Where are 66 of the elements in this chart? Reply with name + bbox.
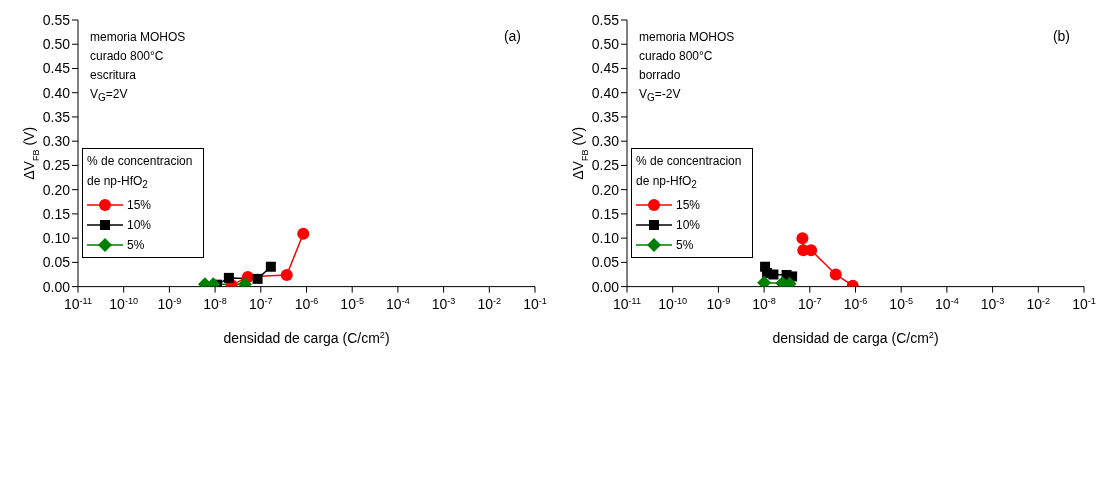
annotation: (b) — [1052, 28, 1070, 44]
annotation: borrado — [639, 68, 681, 82]
y-tick-label: 0.55 — [591, 11, 620, 28]
y-tick-label: 0.10 — [591, 230, 620, 247]
x-tick-label: 10$^{-4}$ — [386, 295, 410, 312]
x-tick-label: 10$^{-8}$ — [752, 295, 776, 312]
x-tick-label: 10$^{-2}$ — [1026, 295, 1051, 312]
x-tick-label: 10$^{-5}$ — [340, 295, 365, 312]
legend-label: 5% — [676, 238, 694, 253]
y-tick-label: 0.50 — [591, 36, 620, 53]
y-tick-label: 0.15 — [42, 205, 71, 222]
legend-label: 5% — [127, 238, 145, 253]
y-tick-label: 0.05 — [591, 254, 620, 271]
x-tick-label: 10$^{-1}$ — [523, 295, 547, 312]
y-tick-label: 0.00 — [591, 278, 620, 295]
y-tick-label: 0.20 — [591, 181, 620, 198]
y-tick-label: 0.00 — [42, 278, 71, 295]
y-tick-label: 0.50 — [42, 36, 71, 53]
x-tick-label: 10$^{-11}$ — [612, 295, 642, 312]
y-tick-label: 0.40 — [42, 84, 71, 101]
y-tick-label: 0.25 — [591, 157, 620, 174]
annotation: V$_{G}$=2V — [90, 87, 128, 104]
x-tick-label: 10$^{-1}$ — [1072, 295, 1096, 312]
x-axis-title: densidad de carga (C/cm$^{2}$) — [223, 329, 390, 346]
y-tick-label: 0.35 — [42, 108, 71, 125]
legend-label: 15% — [127, 198, 152, 213]
x-tick-label: 10$^{-2}$ — [477, 295, 502, 312]
annotation: V$_{G}$=-2V — [639, 87, 681, 104]
x-tick-label: 10$^{-7}$ — [248, 295, 273, 312]
y-tick-label: 0.55 — [42, 11, 71, 28]
y-tick-label: 0.30 — [42, 133, 71, 150]
x-tick-label: 10$^{-7}$ — [797, 295, 822, 312]
x-tick-label: 10$^{-3}$ — [980, 295, 1005, 312]
legend-label: 10% — [127, 218, 152, 233]
x-tick-label: 10$^{-10}$ — [658, 295, 688, 312]
y-tick-label: 0.35 — [591, 108, 620, 125]
x-tick-label: 10$^{-8}$ — [203, 295, 227, 312]
annotation: (a) — [503, 28, 521, 44]
y-tick-label: 0.25 — [42, 157, 71, 174]
x-tick-label: 10$^{-5}$ — [889, 295, 914, 312]
y-tick-label: 0.30 — [591, 133, 620, 150]
x-tick-label: 10$^{-3}$ — [431, 295, 456, 312]
y-tick-label: 0.40 — [591, 84, 620, 101]
y-tick-label: 0.15 — [591, 205, 620, 222]
y-tick-label: 0.20 — [42, 181, 71, 198]
x-tick-label: 10$^{-4}$ — [935, 295, 959, 312]
annotation: memoria MOHOS — [90, 30, 186, 44]
annotation: curado 800°C — [90, 49, 164, 63]
x-tick-label: 10$^{-10}$ — [109, 295, 139, 312]
legend-title: % de concentracion de np-HfO$_{2}$ — [636, 154, 742, 191]
annotation: escritura — [90, 68, 137, 82]
y-tick-label: 0.45 — [591, 60, 620, 77]
legend-title: % de concentracion de np-HfO$_{2}$ — [87, 154, 193, 191]
x-tick-label: 10$^{-6}$ — [843, 295, 868, 312]
x-axis-title: densidad de carga (C/cm$^{2}$) — [772, 329, 939, 346]
y-tick-label: 0.05 — [42, 254, 71, 271]
x-tick-label: 10$^{-9}$ — [157, 295, 182, 312]
x-tick-label: 10$^{-11}$ — [63, 295, 93, 312]
y-tick-label: 0.10 — [42, 230, 71, 247]
x-tick-label: 10$^{-6}$ — [294, 295, 319, 312]
legend-label: 10% — [676, 218, 701, 233]
y-tick-label: 0.45 — [42, 60, 71, 77]
legend-label: 15% — [676, 198, 701, 213]
annotation: memoria MOHOS — [639, 30, 735, 44]
x-tick-label: 10$^{-9}$ — [706, 295, 731, 312]
annotation: curado 800°C — [639, 49, 713, 63]
